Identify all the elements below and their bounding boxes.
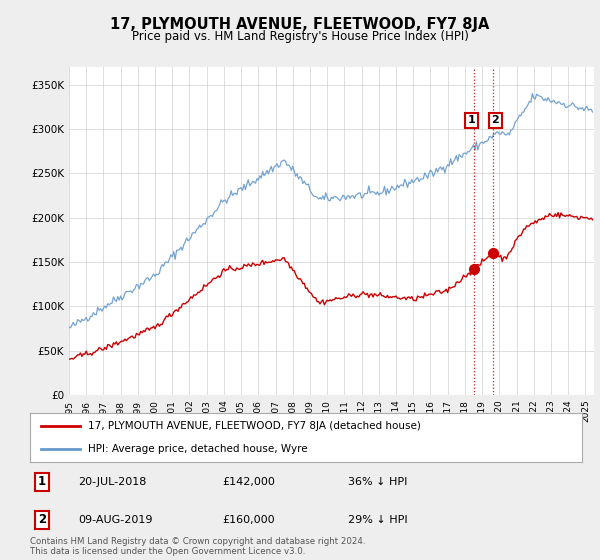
Text: 36% ↓ HPI: 36% ↓ HPI [348, 477, 407, 487]
Text: Contains HM Land Registry data © Crown copyright and database right 2024.
This d: Contains HM Land Registry data © Crown c… [30, 536, 365, 556]
Text: 09-AUG-2019: 09-AUG-2019 [78, 515, 152, 525]
Text: 17, PLYMOUTH AVENUE, FLEETWOOD, FY7 8JA (detached house): 17, PLYMOUTH AVENUE, FLEETWOOD, FY7 8JA … [88, 421, 421, 431]
Text: 20-JUL-2018: 20-JUL-2018 [78, 477, 146, 487]
Text: £142,000: £142,000 [222, 477, 275, 487]
Text: 17, PLYMOUTH AVENUE, FLEETWOOD, FY7 8JA: 17, PLYMOUTH AVENUE, FLEETWOOD, FY7 8JA [110, 17, 490, 32]
Text: 29% ↓ HPI: 29% ↓ HPI [348, 515, 407, 525]
Text: £160,000: £160,000 [222, 515, 275, 525]
Text: 1: 1 [468, 115, 475, 125]
Text: Price paid vs. HM Land Registry's House Price Index (HPI): Price paid vs. HM Land Registry's House … [131, 30, 469, 43]
Text: 2: 2 [38, 513, 46, 526]
Text: HPI: Average price, detached house, Wyre: HPI: Average price, detached house, Wyre [88, 444, 308, 454]
Text: 1: 1 [38, 475, 46, 488]
Text: 2: 2 [491, 115, 499, 125]
